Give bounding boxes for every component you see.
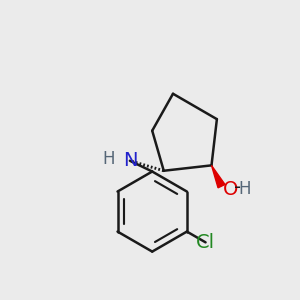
Text: N: N: [123, 151, 137, 170]
Text: -: -: [234, 178, 241, 197]
Text: O: O: [223, 180, 238, 199]
Polygon shape: [212, 165, 225, 188]
Text: H: H: [238, 180, 251, 198]
Text: Cl: Cl: [196, 233, 215, 252]
Text: H: H: [103, 150, 115, 168]
